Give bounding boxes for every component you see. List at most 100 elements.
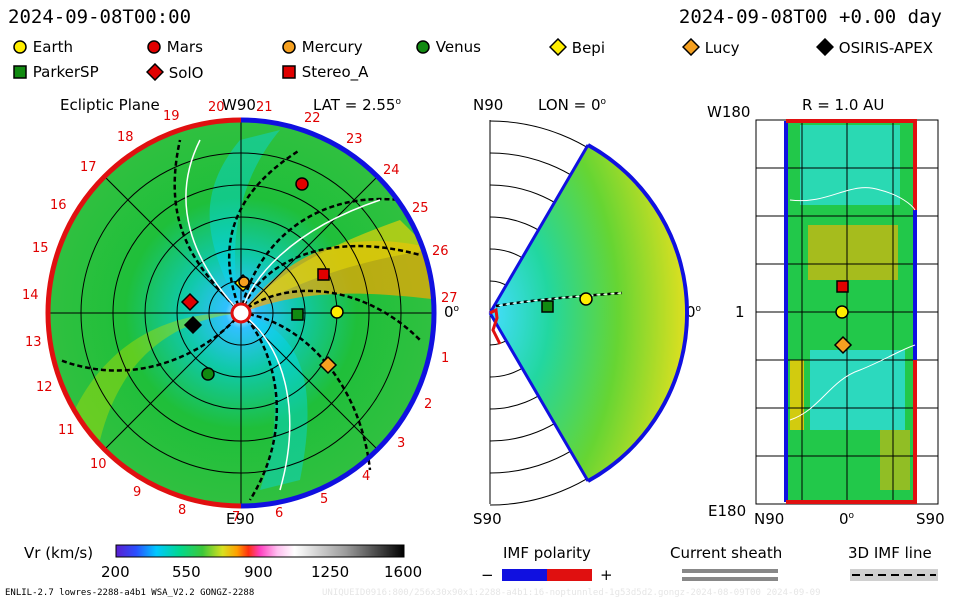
stereo-a-map-marker [836,280,849,293]
sector-number: 3 [397,436,405,451]
legend-item-earth: Earth [12,38,73,56]
legend-item-solo: SolO [145,62,204,82]
earth-marker [330,305,344,319]
legend-label: Venus [435,38,481,56]
sector-number: 22 [304,111,321,126]
earth-meridional-marker [579,292,593,306]
imf-plus-label: + [600,566,613,584]
sector-number: 9 [133,485,141,500]
diamond-marker-icon [548,37,568,57]
circle-marker-icon [282,40,296,54]
osiris-apex-marker [183,315,203,335]
sector-number: 1 [441,351,449,366]
map-s90-label: S90 [916,510,945,528]
imf-minus-label: − [481,566,494,584]
legend-item-venus: Venus [415,38,481,56]
legend-label: Mars [166,38,203,56]
map-mid-label: 1 [735,303,745,321]
map-n90-label: N90 [754,510,785,528]
e180-label: E180 [708,502,747,520]
colorbar [115,544,405,558]
colorbar-tick: 550 [172,563,201,581]
legend-label: ParkerSP [32,63,99,81]
legend-item-parkersp: ParkerSP [12,63,99,81]
n90-label: N90 [473,96,504,114]
solo-marker [180,292,200,312]
sector-number: 18 [117,130,134,145]
legend-item-mercury: Mercury [281,38,363,56]
colorbar-tick: 1600 [384,563,423,581]
ecliptic-disk [45,117,437,509]
sector-number: 2 [424,397,432,412]
legend-label: Earth [32,38,74,56]
legend-item-stereo-a: Stereo_A [281,63,368,81]
parkersp-marker [291,308,304,321]
lucy-map-marker [833,335,853,355]
model-info: ENLIL-2.7 lowres-2288-a4b1 WSA_V2.2 GONG… [5,588,255,598]
faint-id-text: UNIQUEID0916:800/256x30x90x1:2288-a4b1:1… [322,588,821,598]
diamond-marker-icon [815,37,835,57]
legend-item-mars: Mars [146,38,203,56]
timestamp-left: 2024-09-08T00:00 [8,6,192,28]
legend-label: SolO [168,64,204,82]
w90-label: W90 [222,96,256,114]
sector-number: 5 [320,492,328,507]
earth-map-marker [835,305,849,319]
parkersp-meridional-marker [541,300,554,313]
imf-line-title: 3D IMF line [848,544,932,562]
circle-marker-icon [147,40,161,54]
imf-negative-swatch [502,569,547,581]
imf-positive-swatch [547,569,592,581]
legend-label: Lucy [704,39,740,57]
current-sheath-line [682,577,778,581]
sector-number: 19 [163,109,180,124]
circle-marker-icon [416,40,430,54]
legend-item-osiris-apex: OSIRIS-APEX [815,37,934,57]
sector-number: 10 [90,457,107,472]
colorbar-tick: 1250 [311,563,350,581]
square-marker-icon [13,65,27,79]
sector-number: 7 [232,510,240,525]
legend-item-lucy: Lucy [681,37,740,57]
sector-number: 26 [432,244,449,259]
mercury-marker [238,276,250,288]
s90-label: S90 [473,510,502,528]
legend-label: Stereo_A [301,63,369,81]
e90-label: E90 [226,510,255,528]
sector-number: 14 [22,288,39,303]
meridional-panel [488,120,690,506]
map-zero-label: 0o [839,510,855,528]
sector-number: 17 [80,160,97,175]
current-sheath-line [682,569,778,573]
lucy-marker [318,355,338,375]
sector-number: 24 [383,163,400,178]
legend-label: OSIRIS-APEX [838,39,934,57]
sector-number: 12 [36,380,53,395]
sector-number: 4 [362,469,370,484]
legend-label: Bepi [571,39,605,57]
sector-number: 13 [25,335,42,350]
timestamp-right: 2024-09-08T00 +0.00 day [678,6,942,28]
lat-label: LAT = 2.55o [313,96,401,114]
sector-numbers: 1 2 3 4 5 6 7 8 9 10 11 12 13 14 15 16 1… [22,100,458,525]
ecliptic-markers [180,177,344,381]
sector-number: 20 [208,100,225,115]
sector-number: 16 [50,198,67,213]
mars-marker [295,177,309,191]
sector-number: 21 [256,100,273,115]
colorbar-tick: 200 [101,563,130,581]
current-sheath-title: Current sheath [670,544,783,562]
square-marker-icon [282,65,296,79]
sector-number: 6 [275,506,283,521]
venus-marker [201,367,215,381]
stereo-a-marker [317,268,330,281]
lon-label: LON = 0o [538,96,607,114]
imf-polarity-title: IMF polarity [503,544,591,562]
colorbar-tick: 900 [244,563,273,581]
legend-label: Mercury [301,38,363,56]
legend-item-bepi: Bepi [548,37,605,57]
sector-number: 27 [441,291,458,306]
map-panel [755,119,939,505]
ecliptic-zero-label: 0o [444,303,460,321]
